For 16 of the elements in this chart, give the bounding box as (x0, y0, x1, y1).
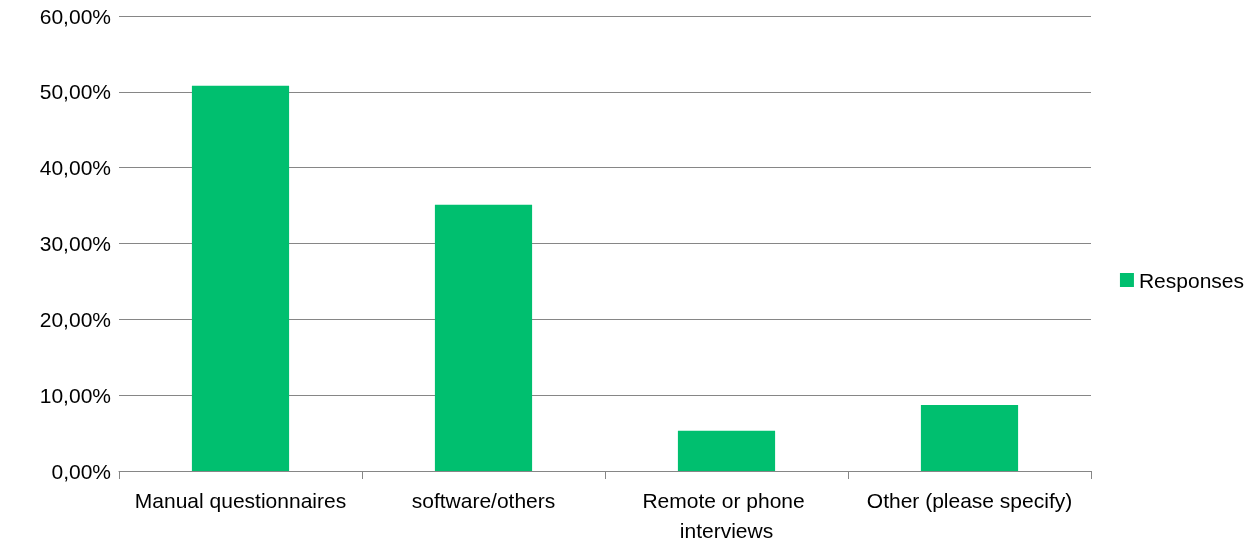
bar (677, 430, 776, 471)
y-tick-label: 60,00% (39, 4, 111, 28)
y-tick-label: 50,00% (39, 80, 111, 104)
y-tick-label: 0,00% (51, 459, 111, 483)
x-tick-label: software/others (411, 488, 556, 512)
legend-label: Responses (1138, 268, 1244, 292)
bar (191, 85, 290, 471)
bar (434, 204, 533, 471)
y-tick-label: 10,00% (39, 383, 111, 407)
y-tick-label: 20,00% (39, 307, 111, 331)
y-tick-label: 30,00% (39, 232, 111, 255)
bar (920, 405, 1019, 471)
x-tick-label: Other (please specify) (866, 488, 1073, 512)
y-tick-label: 40,00% (39, 156, 111, 180)
x-tick-label: Manual questionnaires (134, 488, 347, 512)
x-tick-label: Remote or phone interviews (642, 488, 811, 542)
